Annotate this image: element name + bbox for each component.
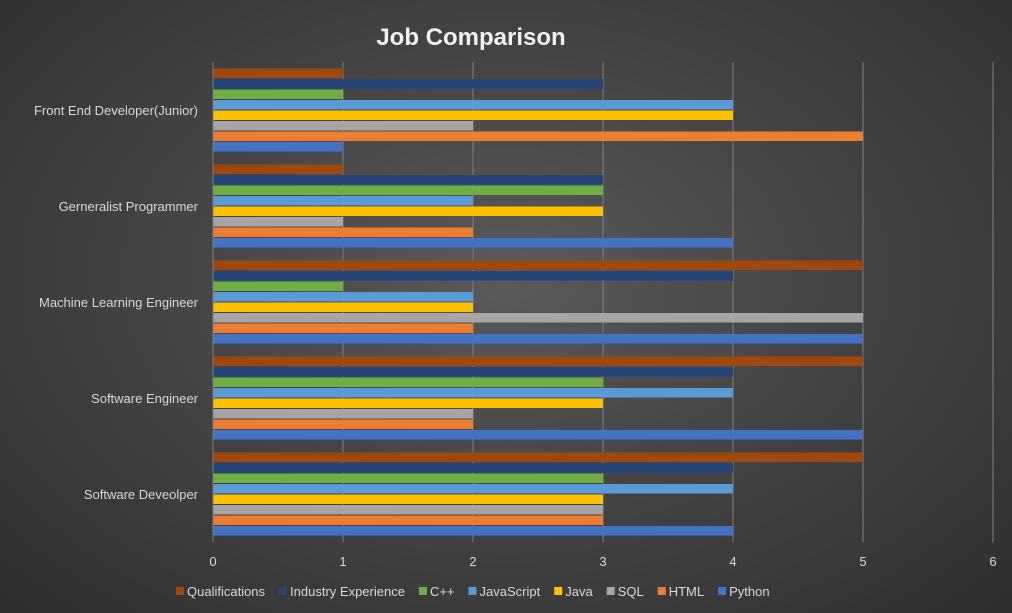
category-label: Software Engineer	[91, 391, 199, 406]
bar	[213, 260, 863, 270]
x-tick-label: 1	[339, 554, 346, 569]
bar	[213, 281, 343, 291]
bar	[213, 121, 473, 131]
bar	[213, 271, 733, 281]
bar	[213, 227, 473, 237]
bar	[213, 388, 733, 398]
legend-swatch	[176, 587, 184, 595]
bar	[213, 292, 473, 302]
legend-swatch	[279, 587, 288, 595]
x-tick-label: 6	[989, 554, 996, 569]
bar	[213, 110, 733, 120]
bars	[213, 68, 863, 536]
bar	[213, 367, 733, 377]
bar	[213, 68, 343, 78]
x-tick-label: 3	[599, 554, 606, 569]
axes: 0 1 2 3 4 5 6 Software Deveolper Software Engine…	[34, 62, 997, 569]
bar	[213, 175, 603, 185]
legend-swatch	[554, 587, 563, 595]
chart-title: Job Comparison	[376, 24, 565, 51]
legend-label: SQL	[618, 584, 644, 599]
bar	[213, 494, 603, 504]
bar	[213, 217, 343, 227]
bar	[213, 302, 473, 312]
bar	[213, 196, 473, 206]
bar	[213, 185, 603, 195]
legend-swatch	[606, 587, 615, 595]
legend-label: Qualifications	[187, 584, 266, 599]
bar	[213, 164, 343, 174]
bar	[213, 430, 863, 440]
legend-label: Industry Experience	[290, 584, 405, 599]
legend-label: Java	[565, 584, 593, 599]
bar	[213, 463, 733, 473]
category-label: Gerneralist Programmer	[59, 199, 199, 214]
legend-label: C++	[430, 584, 455, 599]
legend-label: Python	[729, 584, 769, 599]
category-label: Machine Learning Engineer	[39, 295, 199, 310]
bar	[213, 334, 863, 344]
bar	[213, 323, 473, 333]
bar	[213, 409, 473, 419]
legend-swatch	[468, 587, 477, 595]
bar	[213, 398, 603, 408]
x-tick-label: 0	[209, 554, 216, 569]
bar	[213, 356, 863, 366]
bar	[213, 526, 733, 536]
legend-swatch	[418, 587, 427, 595]
bar	[213, 131, 863, 141]
bar	[213, 377, 603, 387]
legend: Qualifications Industry Experience C++ Java…	[176, 584, 770, 599]
bar	[213, 452, 863, 462]
legend-label: JavaScript	[480, 584, 541, 599]
bar	[213, 313, 863, 323]
category-label: Front End Developer(Junior)	[34, 103, 198, 118]
category-label: Software Deveolper	[84, 487, 199, 502]
bar	[213, 238, 733, 248]
x-tick-label: 4	[729, 554, 736, 569]
legend-swatch	[718, 587, 727, 595]
bar	[213, 79, 603, 89]
legend-swatch	[657, 587, 666, 595]
x-tick-label: 2	[469, 554, 476, 569]
legend-label: HTML	[669, 584, 704, 599]
bar	[213, 89, 343, 99]
bar	[213, 484, 733, 494]
bar	[213, 100, 733, 110]
bar	[213, 142, 343, 152]
bar	[213, 505, 603, 515]
bar	[213, 515, 603, 525]
bar	[213, 206, 603, 216]
x-tick-label: 5	[859, 554, 866, 569]
bar	[213, 419, 473, 429]
bar	[213, 473, 603, 483]
